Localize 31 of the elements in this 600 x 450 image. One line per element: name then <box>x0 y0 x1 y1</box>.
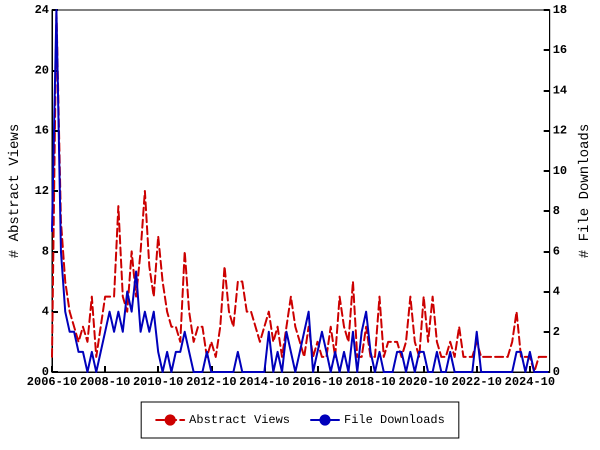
y-tick-label: 8 <box>42 244 49 258</box>
x-tick-label: 2018-10 <box>345 375 396 389</box>
y2-tick-label: 0 <box>552 365 560 379</box>
x-tick-label: 2016-10 <box>292 375 343 389</box>
x-tick-label: 2024-10 <box>504 375 556 389</box>
y-tick-label: 12 <box>34 184 49 198</box>
y-tick-label: 24 <box>34 3 49 17</box>
x-tick-label: 2010-10 <box>132 375 184 389</box>
x-tick-label: 2012-10 <box>186 375 237 389</box>
y2-tick-label: 8 <box>552 204 560 218</box>
y2-axis-title: # File Downloads <box>577 124 593 258</box>
legend-label: File Downloads <box>344 413 445 427</box>
y2-tick-label: 2 <box>552 324 560 339</box>
x-tick-label: 2008-10 <box>80 375 130 389</box>
legend-label: Abstract Views <box>189 413 290 427</box>
x-tick-label: 2020-10 <box>398 375 449 389</box>
x-tick-label: 2022-10 <box>452 375 502 389</box>
y2-tick-label: 14 <box>552 83 568 98</box>
x-tick-label: 2014-10 <box>239 375 290 389</box>
y2-tick-label: 6 <box>552 244 560 258</box>
y2-tick-label: 12 <box>552 124 568 138</box>
y-tick-label: 16 <box>34 124 49 138</box>
line-series <box>51 9 549 373</box>
y-tick-label: 20 <box>34 63 49 78</box>
y-tick-label: 4 <box>42 304 49 319</box>
y-axis-title: # Abstract Views <box>7 124 23 258</box>
x-tick-label: 2006-10 <box>26 375 78 389</box>
y2-tick-label: 10 <box>552 164 568 178</box>
y2-tick-label: 18 <box>552 3 568 17</box>
y2-tick-label: 16 <box>552 43 568 58</box>
y2-tick-label: 4 <box>552 284 560 299</box>
